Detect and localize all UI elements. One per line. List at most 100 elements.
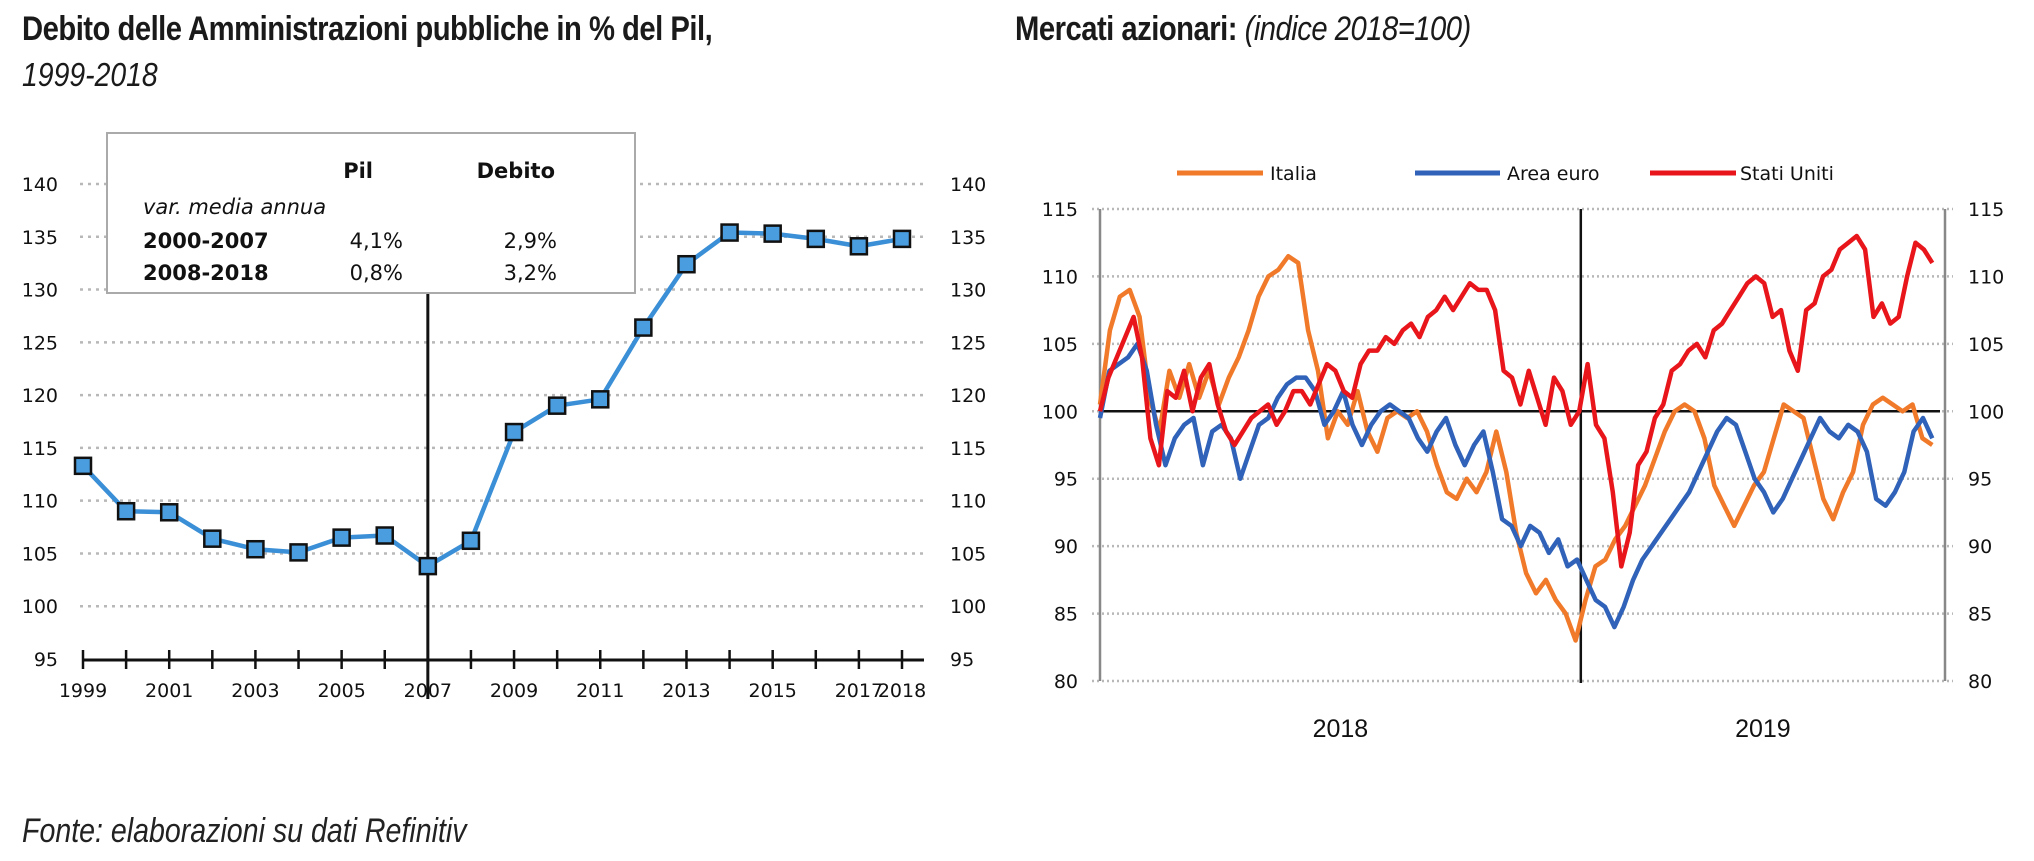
x-tick-label: 2001 — [145, 680, 193, 702]
debt-chart-y-axis-left: 95 100 105 110 115 120 125 130 135 140 — [22, 174, 58, 671]
y-tick-label: 105 — [1968, 334, 2004, 356]
y-tick-label: 115 — [950, 438, 986, 460]
right-chart-title-note: (indice 2018=100) — [1244, 10, 1472, 48]
debt-chart-inset-table: Pil Debito var. media annua 2000-2007 4,… — [106, 132, 636, 294]
legend-item-italia: Italia — [1177, 163, 1317, 185]
stock-chart-legend: Italia Area euro Stati Uniti — [1177, 163, 1834, 185]
legend-item-stati-uniti: Stati Uniti — [1650, 163, 1834, 185]
data-point-marker — [116, 501, 136, 521]
y-tick-label: 80 — [1054, 671, 1078, 693]
y-tick-label: 115 — [1968, 199, 2004, 221]
x-tick-label: 2017 — [835, 680, 883, 702]
y-tick-label: 85 — [1054, 604, 1078, 626]
data-point-marker — [763, 224, 782, 243]
data-point-marker — [246, 539, 265, 559]
y-tick-label: 110 — [1968, 266, 2004, 288]
x-tick-label: 2011 — [576, 680, 624, 702]
inset-row-debito: 3,2% — [504, 261, 557, 285]
x-tick-label: 2005 — [317, 680, 365, 702]
y-tick-label: 95 — [950, 649, 974, 671]
legend-item-area-euro: Area euro — [1415, 163, 1600, 185]
y-tick-label: 130 — [950, 280, 986, 302]
inset-row-period: 2008-2018 — [143, 261, 269, 285]
data-point-marker — [159, 503, 179, 522]
x-tick-label: 2015 — [749, 680, 797, 702]
x-tick-label: 2019 — [1735, 715, 1791, 743]
y-tick-label: 110 — [1042, 266, 1078, 288]
y-tick-label: 100 — [22, 596, 58, 618]
y-tick-label: 110 — [950, 491, 986, 513]
inset-header-pil: Pil — [343, 159, 373, 183]
y-tick-label: 100 — [1968, 401, 2004, 423]
data-point-marker — [591, 390, 610, 409]
data-point-marker — [203, 529, 222, 548]
x-tick-label: 1999 — [59, 680, 107, 702]
data-point-marker — [461, 531, 481, 551]
y-tick-label: 115 — [1042, 199, 1078, 221]
y-tick-label: 130 — [22, 280, 58, 302]
y-tick-label: 90 — [1054, 536, 1078, 558]
y-tick-label: 90 — [1968, 536, 1992, 558]
left-chart-title: Debito delle Amministrazioni pubbliche i… — [22, 10, 713, 49]
legend-label-stati-uniti: Stati Uniti — [1740, 163, 1834, 185]
data-point-marker — [677, 254, 696, 274]
x-tick-label: 2003 — [231, 680, 279, 702]
data-point-marker — [375, 526, 394, 545]
stock-chart-x-axis: 2018 2019 — [1313, 715, 1791, 743]
left-chart-title-main: Debito delle Amministrazioni pubbliche i… — [22, 10, 713, 48]
stock-chart-y-axis-right: 80 85 90 95 100 105 110 115 — [1968, 199, 2004, 693]
y-tick-label: 100 — [1042, 401, 1078, 423]
data-point-marker — [892, 229, 912, 249]
right-chart-title-main: Mercati azionari: — [1015, 10, 1237, 48]
y-tick-label: 85 — [1968, 604, 1992, 626]
data-point-marker — [504, 422, 524, 442]
inset-row-pil: 0,8% — [350, 261, 403, 285]
y-tick-label: 100 — [950, 596, 986, 618]
series-italia-line — [1097, 253, 1934, 643]
data-point-marker — [634, 318, 653, 337]
series-area-euro-line — [1097, 341, 1935, 630]
y-tick-label: 105 — [22, 543, 58, 565]
stock-chart-gridlines — [1092, 207, 1953, 683]
left-chart-subtitle: 1999-2018 — [22, 56, 158, 93]
data-point-marker — [289, 543, 308, 562]
x-tick-label: 2009 — [490, 680, 538, 702]
right-chart-title: Mercati azionari: (indice 2018=100) — [1015, 10, 1471, 49]
legend-label-italia: Italia — [1270, 163, 1317, 185]
y-tick-label: 120 — [22, 385, 58, 407]
inset-table-frame — [106, 132, 636, 294]
y-tick-label: 110 — [22, 491, 58, 513]
y-tick-label: 125 — [950, 332, 986, 354]
y-tick-label: 125 — [22, 332, 58, 354]
inset-subtitle: var. media annua — [143, 195, 326, 219]
y-tick-label: 95 — [1968, 469, 1992, 491]
data-point-marker — [547, 396, 567, 415]
inset-row-debito: 2,9% — [504, 229, 557, 253]
debt-chart-y-axis-right: 95 100 105 110 115 120 125 130 135 140 — [950, 174, 986, 671]
y-tick-label: 115 — [22, 438, 58, 460]
x-tick-label: 2013 — [662, 680, 710, 702]
legend-label-area-euro: Area euro — [1507, 163, 1600, 185]
y-tick-label: 120 — [950, 385, 986, 407]
y-tick-label: 95 — [1054, 469, 1078, 491]
debt-chart-x-axis: 1999200120032005200720092011201320152017… — [59, 650, 926, 702]
x-tick-label: 2018 — [1313, 715, 1369, 743]
y-tick-label: 140 — [22, 174, 58, 196]
data-point-marker — [720, 223, 739, 242]
series-stati-uniti-line — [1097, 233, 1935, 569]
stock-chart-y-axis-left: 80 85 90 95 100 105 110 115 — [1042, 199, 1078, 693]
inset-header-debito: Debito — [477, 159, 555, 183]
inset-row-period: 2000-2007 — [143, 229, 269, 253]
debt-series-markers — [73, 223, 912, 576]
source-footer: Fonte: elaborazioni su dati Refinitiv — [22, 812, 467, 850]
inset-row-pil: 4,1% — [350, 229, 403, 253]
data-point-marker — [849, 237, 869, 256]
x-tick-label: 2018 — [878, 680, 926, 702]
y-tick-label: 80 — [1968, 671, 1992, 693]
debt-chart: 95 100 105 110 115 120 125 130 135 140 95 100 105 11… — [22, 132, 986, 702]
y-tick-label: 135 — [22, 227, 58, 249]
data-point-marker — [806, 229, 826, 249]
y-tick-label: 95 — [34, 649, 58, 671]
data-point-marker — [332, 528, 351, 547]
y-tick-label: 140 — [950, 174, 986, 196]
